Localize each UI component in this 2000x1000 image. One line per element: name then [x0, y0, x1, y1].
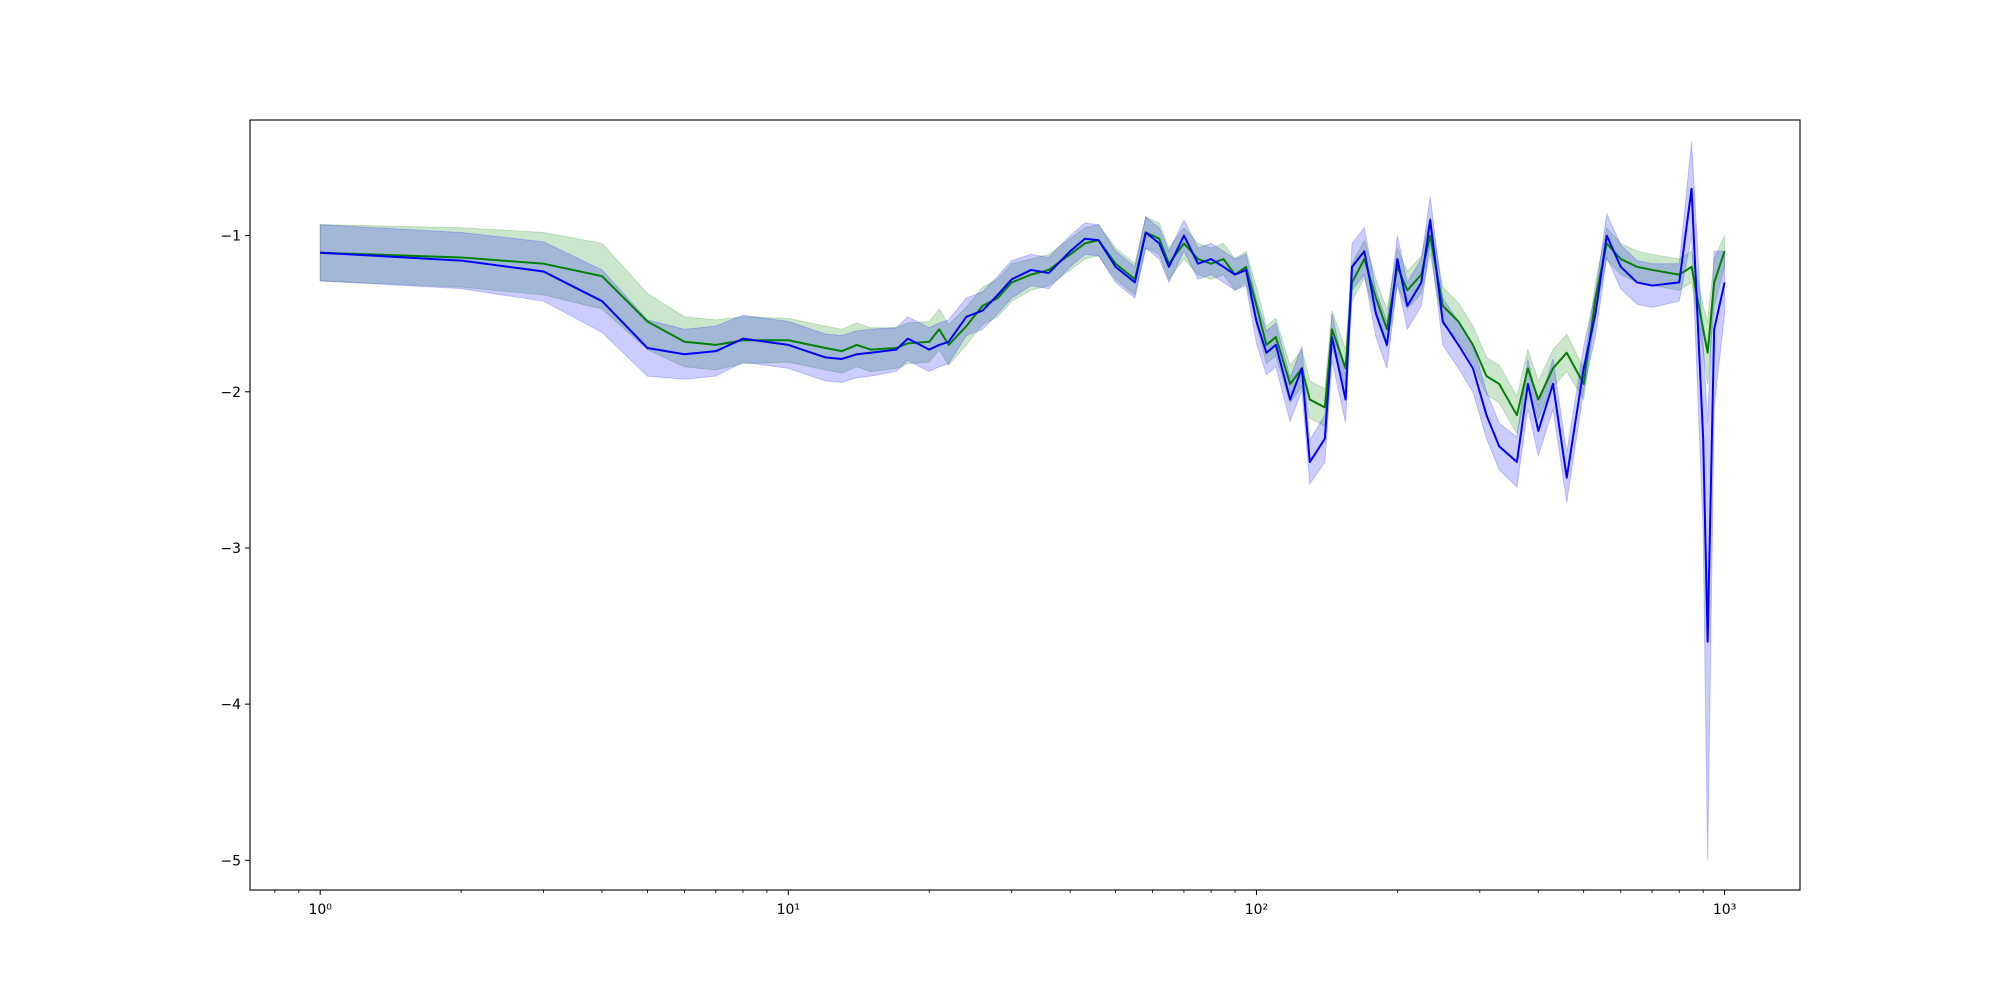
error-band	[319, 141, 1726, 861]
line	[320, 231, 1726, 417]
y-tick-label: −3	[220, 541, 241, 557]
error-band	[319, 216, 1726, 436]
plot-frame	[249, 119, 1801, 891]
y-tick-label: −5	[220, 853, 241, 869]
line	[320, 187, 1726, 643]
x-tick-label: 10¹	[777, 902, 800, 918]
y-tick-label: −1	[220, 229, 241, 245]
x-tick-label: 10³	[1713, 902, 1736, 918]
y-tick-label: −4	[220, 697, 241, 713]
y-tick-label: −2	[220, 385, 241, 401]
x-tick-label: 10⁰	[308, 902, 332, 918]
x-tick-label: 10²	[1245, 902, 1268, 918]
